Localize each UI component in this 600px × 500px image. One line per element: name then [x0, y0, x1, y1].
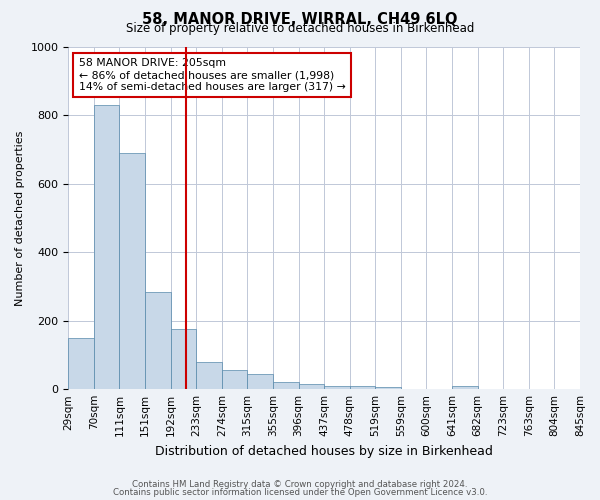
- Text: Contains HM Land Registry data © Crown copyright and database right 2024.: Contains HM Land Registry data © Crown c…: [132, 480, 468, 489]
- X-axis label: Distribution of detached houses by size in Birkenhead: Distribution of detached houses by size …: [155, 444, 493, 458]
- Y-axis label: Number of detached properties: Number of detached properties: [15, 130, 25, 306]
- Bar: [145, 292, 170, 389]
- Bar: [452, 386, 478, 389]
- Bar: [324, 386, 350, 389]
- Bar: [196, 362, 222, 389]
- Bar: [247, 374, 273, 389]
- Text: 58, MANOR DRIVE, WIRRAL, CH49 6LQ: 58, MANOR DRIVE, WIRRAL, CH49 6LQ: [142, 12, 458, 26]
- Bar: [170, 329, 196, 389]
- Text: Contains public sector information licensed under the Open Government Licence v3: Contains public sector information licen…: [113, 488, 487, 497]
- Text: Size of property relative to detached houses in Birkenhead: Size of property relative to detached ho…: [126, 22, 474, 35]
- Bar: [299, 384, 324, 389]
- Bar: [68, 338, 94, 389]
- Bar: [350, 386, 376, 389]
- Bar: [273, 382, 299, 389]
- Bar: [376, 388, 401, 389]
- Bar: [119, 152, 145, 389]
- Bar: [222, 370, 247, 389]
- Text: 58 MANOR DRIVE: 205sqm
← 86% of detached houses are smaller (1,998)
14% of semi-: 58 MANOR DRIVE: 205sqm ← 86% of detached…: [79, 58, 345, 92]
- Bar: [94, 105, 119, 389]
